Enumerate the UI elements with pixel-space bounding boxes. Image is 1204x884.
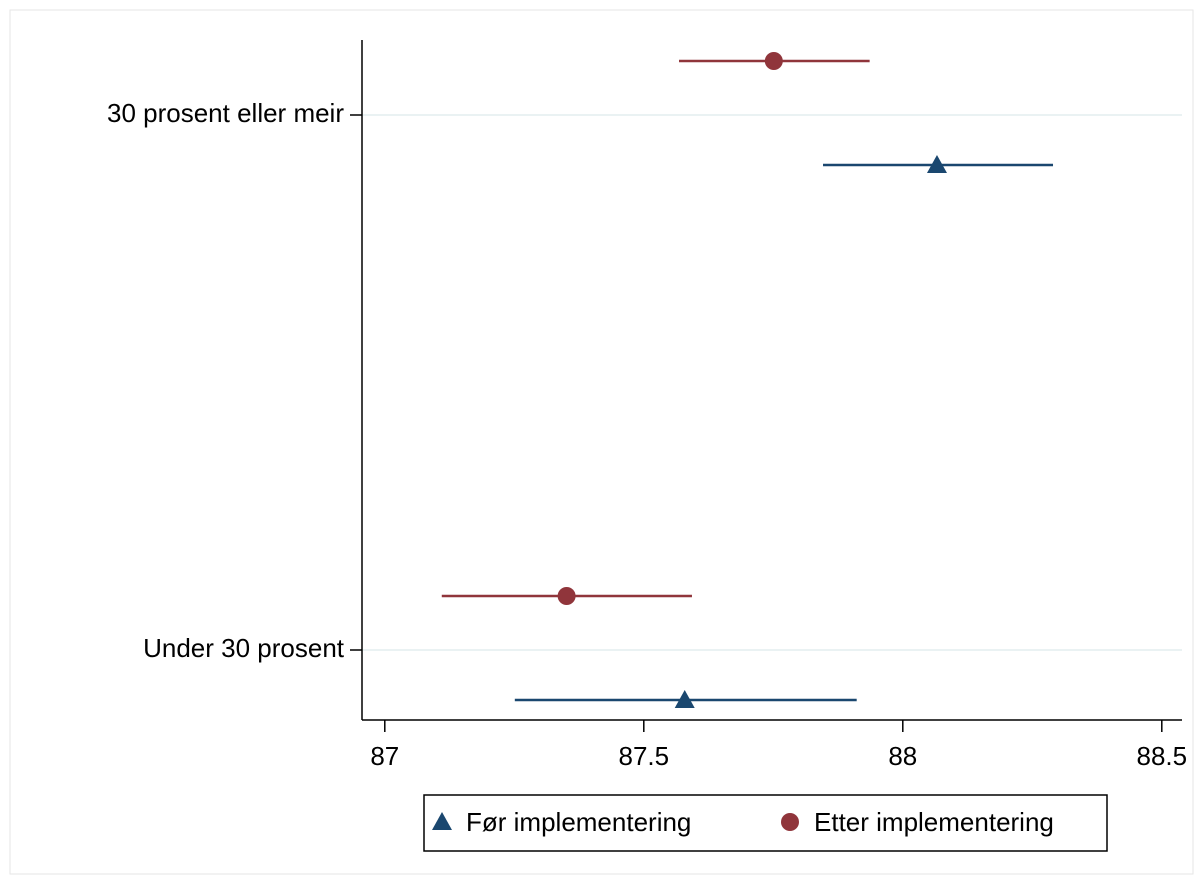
- legend-marker: [432, 812, 452, 830]
- point: [557, 587, 576, 605]
- x-tick-label: 87: [370, 741, 399, 771]
- point: [764, 52, 783, 70]
- x-tick-label: 88: [888, 741, 917, 771]
- point: [926, 155, 947, 173]
- legend-label: Før implementering: [466, 807, 691, 837]
- point: [674, 690, 695, 708]
- legend-label: Etter implementering: [814, 807, 1054, 837]
- legend-box: [423, 794, 1108, 852]
- y-tick-label: Under 30 prosent: [143, 633, 345, 663]
- y-tick-label: 30 prosent eller meir: [107, 98, 344, 128]
- x-tick-label: 87.5: [618, 741, 669, 771]
- x-tick-label: 88.5: [1136, 741, 1187, 771]
- legend-marker: [781, 813, 799, 831]
- chart-frame: [9, 9, 1194, 875]
